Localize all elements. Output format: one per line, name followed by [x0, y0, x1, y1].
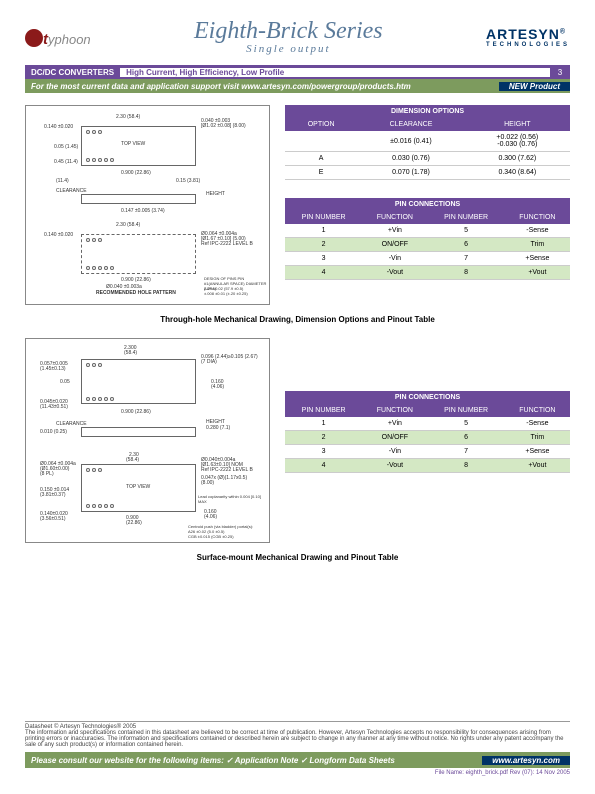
typhoon-logo: typhoon [25, 26, 91, 48]
caption-1: Through-hole Mechanical Drawing, Dimensi… [25, 315, 570, 324]
pin-connections-table-2: PIN CONNECTIONS PIN NUMBERFUNCTION PIN N… [285, 391, 570, 473]
table-row: A0.030 (0.76)0.300 (7.62) [285, 152, 570, 166]
dimension-options-table: DIMENSION OPTIONS OPTION CLEARANCE HEIGH… [285, 105, 570, 180]
table-row: 4-Vout8+Vout [285, 266, 570, 280]
page-number: 3 [550, 68, 570, 77]
info-bar: For the most current data and applicatio… [25, 79, 570, 93]
footer-note: Please consult our website for the follo… [25, 756, 482, 765]
caption-2: Surface-mount Mechanical Drawing and Pin… [25, 553, 570, 562]
table-row: 4-Vout8+Vout [285, 458, 570, 472]
footer: Datasheet © Artesyn Technologies® 2005 T… [25, 721, 570, 776]
table-row: E0.070 (1.78)0.340 (8.64) [285, 166, 570, 180]
table-row: 3-Vin7+Sense [285, 252, 570, 266]
table-row: 2ON/OFF6Trim [285, 430, 570, 444]
pin-connections-table-1: PIN CONNECTIONS PIN NUMBERFUNCTION PIN N… [285, 198, 570, 280]
footer-url: www.artesyn.com [482, 756, 570, 765]
new-product-badge: NEW Product [499, 82, 570, 91]
header: typhoon Eighth-Brick Series Single outpu… [25, 18, 570, 55]
through-hole-drawing: TOP VIEW 2.30 (58.4) 0.900 (22.86) 0.040… [25, 105, 270, 305]
category-bar: DC/DC CONVERTERS High Current, High Effi… [25, 65, 570, 79]
table-row: ±0.016 (0.41)+0.022 (0.56) -0.030 (0.76) [285, 131, 570, 152]
category-desc: High Current, High Efficiency, Low Profi… [120, 68, 550, 77]
table-row: 1+Vin5-Sense [285, 224, 570, 238]
file-info: File Name: eighth_brick.pdf Rev (07): 14… [25, 770, 570, 776]
table-row: 3-Vin7+Sense [285, 444, 570, 458]
surface-mount-drawing: 2.300 (58.4) 0.900 (22.86) 0.057±0.005 (… [25, 338, 270, 543]
info-url: For the most current data and applicatio… [25, 82, 499, 91]
artesyn-logo: ARTESYN® TECHNOLOGIES [486, 26, 570, 48]
category-label: DC/DC CONVERTERS [25, 68, 120, 77]
table-row: 2ON/OFF6Trim [285, 238, 570, 252]
series-subtitle: Single output [101, 43, 476, 55]
series-title: Eighth-Brick Series [101, 18, 476, 45]
table-row: 1+Vin5-Sense [285, 417, 570, 431]
disclaimer: The information and specifications conta… [25, 730, 570, 748]
